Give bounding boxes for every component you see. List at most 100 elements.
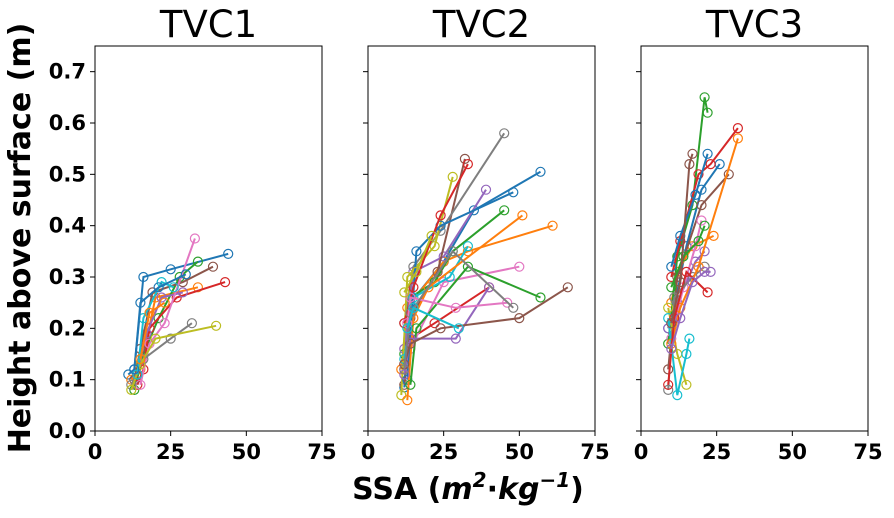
data-point — [453, 323, 464, 334]
series-group — [123, 233, 234, 395]
data-point — [702, 148, 713, 159]
data-point — [681, 348, 692, 360]
data-point — [687, 148, 698, 159]
data-point — [435, 323, 446, 334]
data-point — [499, 128, 510, 139]
x-tick-label: 0 — [88, 440, 103, 464]
data-point — [132, 369, 143, 380]
series-line — [130, 324, 217, 391]
data-point — [459, 153, 470, 164]
data-point — [696, 200, 707, 211]
series-line — [670, 220, 703, 339]
y-tick-label: 0.7 — [49, 60, 86, 84]
data-point — [702, 287, 713, 298]
chart-panels: TVC1 0 25 50 75 0.0 0.1 0.2 0.3 0.4 0.5 0.6 0.7 TVC2 0… — [49, 3, 883, 464]
data-point — [484, 282, 495, 293]
data-point — [702, 107, 713, 118]
x-axis-label-unit-m-exponent: 2 — [473, 468, 487, 492]
series-line — [670, 138, 739, 344]
data-point — [705, 266, 716, 277]
x-tick-label: 50 — [505, 440, 534, 464]
data-point — [693, 236, 704, 247]
series-line — [667, 307, 688, 386]
x-axis-label: SSA (m2·kg−1) — [352, 468, 584, 507]
series-line — [139, 301, 166, 360]
data-point — [708, 230, 719, 241]
data-point — [165, 333, 176, 344]
data-point — [411, 266, 422, 277]
data-point — [180, 269, 191, 280]
data-point — [177, 287, 188, 298]
y-tick-label: 0.5 — [49, 162, 86, 186]
data-point — [399, 369, 410, 380]
data-point — [450, 333, 461, 344]
series-group — [663, 92, 744, 401]
data-point — [423, 282, 434, 293]
data-point — [144, 307, 155, 318]
data-point — [429, 241, 440, 252]
data-point — [684, 159, 695, 170]
data-point — [732, 133, 744, 144]
data-point — [402, 323, 413, 334]
data-point — [675, 313, 686, 324]
data-point — [502, 297, 513, 308]
series-line — [670, 127, 739, 278]
series-line — [403, 249, 514, 370]
data-point — [663, 302, 674, 313]
data-point — [186, 318, 197, 329]
data-point — [499, 205, 510, 216]
data-point — [693, 169, 704, 180]
data-point — [165, 264, 176, 275]
series-line — [670, 225, 706, 288]
x-tick-label: 75 — [853, 440, 882, 464]
data-point — [153, 282, 164, 293]
panel-title: TVC1 — [159, 3, 257, 46]
x-tick-label: 75 — [307, 440, 336, 464]
series-line — [406, 214, 524, 401]
data-point — [535, 166, 546, 177]
panel-2: TVC2 0 25 50 75 — [361, 3, 610, 464]
data-point — [699, 220, 710, 231]
data-point — [189, 233, 200, 244]
data-point — [150, 333, 161, 344]
data-point — [159, 318, 170, 329]
x-axis-label-suffix: ) — [570, 472, 584, 507]
data-point — [192, 256, 203, 267]
data-point — [681, 379, 692, 390]
series-line — [403, 235, 433, 293]
y-tick-label: 0.3 — [49, 265, 86, 289]
data-point — [399, 364, 410, 375]
data-point — [666, 261, 677, 272]
data-point — [402, 395, 413, 406]
data-point — [687, 277, 698, 288]
data-point — [408, 282, 419, 293]
data-point — [675, 277, 686, 288]
x-axis-label-unit-dot: · — [487, 472, 498, 507]
data-point — [135, 359, 146, 370]
data-point — [408, 302, 419, 313]
data-point — [207, 261, 219, 272]
data-point — [690, 189, 701, 200]
data-point — [672, 390, 683, 401]
x-tick-label: 0 — [361, 440, 376, 464]
series-line — [403, 286, 569, 365]
data-point — [663, 379, 674, 390]
data-point — [405, 292, 416, 303]
data-point — [396, 390, 407, 401]
x-axis-label-unit-m: m — [441, 472, 472, 507]
data-point — [447, 246, 458, 257]
series-line — [406, 296, 508, 324]
series-line — [670, 153, 694, 324]
data-point — [666, 282, 677, 293]
x-axis-label-prefix: SSA ( — [352, 472, 441, 507]
panel-title: TVC3 — [705, 3, 803, 46]
series-line — [667, 317, 691, 396]
data-point — [699, 92, 710, 103]
data-point — [447, 171, 458, 182]
data-point — [156, 292, 167, 303]
data-point — [514, 261, 525, 272]
data-point — [135, 354, 146, 365]
data-point — [705, 159, 716, 170]
data-point — [480, 184, 492, 195]
data-point — [159, 297, 170, 308]
